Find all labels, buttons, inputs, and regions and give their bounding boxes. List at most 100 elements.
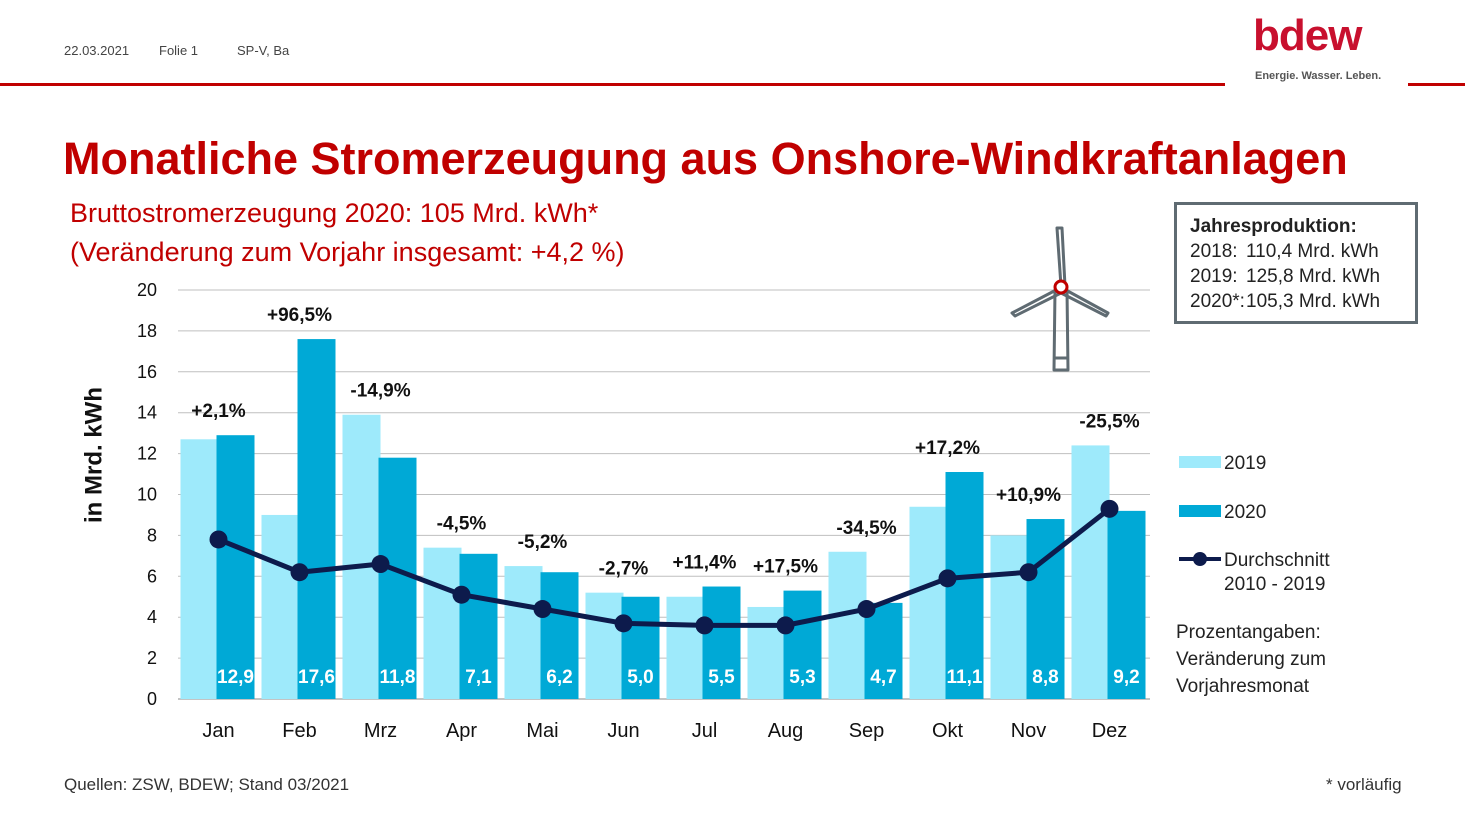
x-tick-label: Jun bbox=[607, 720, 639, 742]
bar-2020 bbox=[702, 586, 741, 699]
bar-value-label: 11,8 bbox=[380, 667, 416, 688]
annual-production-value: 110,4 Mrd. kWh bbox=[1246, 241, 1379, 262]
bar-value-label: 5,0 bbox=[627, 667, 653, 688]
bar-2020 bbox=[297, 339, 336, 699]
legend-label-average: Durchschnitt bbox=[1224, 550, 1330, 571]
sources-footnote: Quellen: ZSW, BDEW; Stand 03/2021 bbox=[64, 775, 350, 794]
header-author: SP-V, Ba bbox=[237, 43, 290, 58]
x-tick-label: Jul bbox=[692, 720, 718, 742]
legend-swatch-2020 bbox=[1179, 505, 1221, 517]
y-axis-label: in Mrd. kWh bbox=[80, 387, 107, 523]
average-point bbox=[857, 600, 876, 619]
annual-production-value: 105,3 Mrd. kWh bbox=[1246, 291, 1381, 312]
change-percent-label: -14,9% bbox=[350, 381, 410, 402]
change-percent-label: +2,1% bbox=[191, 401, 246, 422]
bdew-logo-tagline: Energie. Wasser. Leben. bbox=[1255, 70, 1382, 82]
annual-production-value: 125,8 Mrd. kWh bbox=[1246, 266, 1381, 287]
legend-label-average-period: 2010 - 2019 bbox=[1224, 574, 1325, 595]
annual-production-year: 2019: bbox=[1190, 266, 1238, 287]
y-tick-label: 20 bbox=[137, 280, 157, 300]
legend-label-2019: 2019 bbox=[1224, 453, 1266, 474]
bar-2020 bbox=[540, 572, 579, 699]
bdew-logo: bdew bbox=[1253, 11, 1362, 60]
bar-2019 bbox=[990, 535, 1029, 699]
chart-subtitle-line1: Bruttostromerzeugung 2020: 105 Mrd. kWh* bbox=[70, 198, 599, 228]
percent-note-line3: Vorjahresmonat bbox=[1176, 676, 1310, 697]
bar-2019 bbox=[342, 414, 381, 699]
change-percent-label: +96,5% bbox=[267, 305, 332, 326]
header-rule-left bbox=[0, 83, 1225, 86]
average-point bbox=[209, 530, 228, 549]
bar-value-label: 9,2 bbox=[1113, 667, 1139, 688]
bar-2020 bbox=[378, 457, 417, 699]
bar-2019 bbox=[261, 514, 300, 699]
annual-production-row: 2018: 110,4 Mrd. kWh bbox=[1190, 239, 1415, 264]
bar-2020 bbox=[216, 435, 255, 699]
x-tick-label: Feb bbox=[282, 720, 316, 742]
x-tick-label: Sep bbox=[849, 720, 885, 742]
x-tick-label: Aug bbox=[768, 720, 804, 742]
change-percent-label: +17,2% bbox=[915, 438, 980, 459]
bar-value-label: 6,2 bbox=[546, 667, 572, 688]
header-rule-right bbox=[1408, 83, 1465, 86]
bar-2019 bbox=[909, 506, 948, 699]
average-point bbox=[533, 600, 552, 619]
y-tick-label: 12 bbox=[137, 444, 157, 464]
average-point bbox=[776, 616, 795, 635]
chart-subtitle-line2: (Veränderung zum Vorjahr insgesamt: +4,2… bbox=[70, 237, 625, 267]
change-percent-label: +17,5% bbox=[753, 557, 818, 578]
annual-production-row: 2019: 125,8 Mrd. kWh bbox=[1190, 264, 1415, 289]
header-date: 22.03.2021 bbox=[64, 43, 130, 58]
x-tick-label: Apr bbox=[446, 720, 477, 742]
average-point bbox=[614, 614, 633, 633]
bar-value-label: 7,1 bbox=[465, 667, 492, 688]
bar-value-label: 17,6 bbox=[298, 667, 335, 688]
bar-2020 bbox=[459, 553, 498, 699]
x-tick-label: Mai bbox=[526, 720, 558, 742]
annual-production-row: 2020*:105,3 Mrd. kWh bbox=[1190, 289, 1415, 314]
y-tick-label: 10 bbox=[137, 485, 157, 505]
bar-2020 bbox=[864, 602, 903, 699]
bar-value-label: 5,5 bbox=[708, 667, 735, 688]
percent-note-line2: Veränderung zum bbox=[1176, 649, 1326, 670]
bar-2019 bbox=[423, 547, 462, 699]
header-slide-number: Folie 1 bbox=[159, 43, 199, 58]
bar-2020 bbox=[621, 596, 660, 699]
bar-2019 bbox=[180, 439, 219, 699]
bar-value-label: 8,8 bbox=[1032, 667, 1058, 688]
average-line bbox=[217, 506, 1112, 628]
wind-turbine-icon bbox=[1010, 226, 1110, 372]
x-tick-label: Nov bbox=[1011, 720, 1047, 742]
y-tick-label: 2 bbox=[147, 648, 157, 668]
x-tick-label: Mrz bbox=[364, 720, 397, 742]
page-title: Monatliche Stromerzeugung aus Onshore-Wi… bbox=[63, 133, 1348, 184]
average-point bbox=[290, 563, 309, 582]
y-tick-label: 16 bbox=[137, 362, 157, 382]
change-percent-label: -25,5% bbox=[1079, 411, 1139, 432]
annual-production-year: 2018: bbox=[1190, 241, 1238, 262]
average-point bbox=[371, 555, 390, 574]
annual-production-year: 2020*: bbox=[1190, 291, 1245, 312]
average-point bbox=[1100, 499, 1119, 518]
y-tick-label: 14 bbox=[137, 403, 157, 423]
y-tick-label: 6 bbox=[147, 566, 157, 586]
legend-label-2020: 2020 bbox=[1224, 502, 1266, 523]
average-point bbox=[452, 585, 471, 604]
change-percent-label: +10,9% bbox=[996, 485, 1061, 506]
average-point bbox=[1019, 563, 1038, 582]
change-percent-label: -4,5% bbox=[437, 514, 487, 535]
bar-2019 bbox=[585, 592, 624, 699]
change-percent-label: +11,4% bbox=[673, 553, 737, 574]
chart-legend: 2019 2020 Durchschnitt 2010 - 2019 Proze… bbox=[1176, 453, 1330, 697]
y-tick-label: 8 bbox=[147, 525, 157, 545]
annual-production-heading: Jahresproduktion: bbox=[1190, 216, 1357, 237]
bar-value-label: 12,9 bbox=[217, 667, 254, 688]
bar-2019 bbox=[828, 551, 867, 699]
bar-2020 bbox=[783, 590, 822, 699]
legend-marker-average bbox=[1193, 552, 1207, 566]
x-tick-label: Dez bbox=[1092, 720, 1128, 742]
y-tick-label: 4 bbox=[147, 607, 157, 627]
average-point bbox=[938, 569, 957, 588]
bar-value-label: 5,3 bbox=[789, 667, 815, 688]
